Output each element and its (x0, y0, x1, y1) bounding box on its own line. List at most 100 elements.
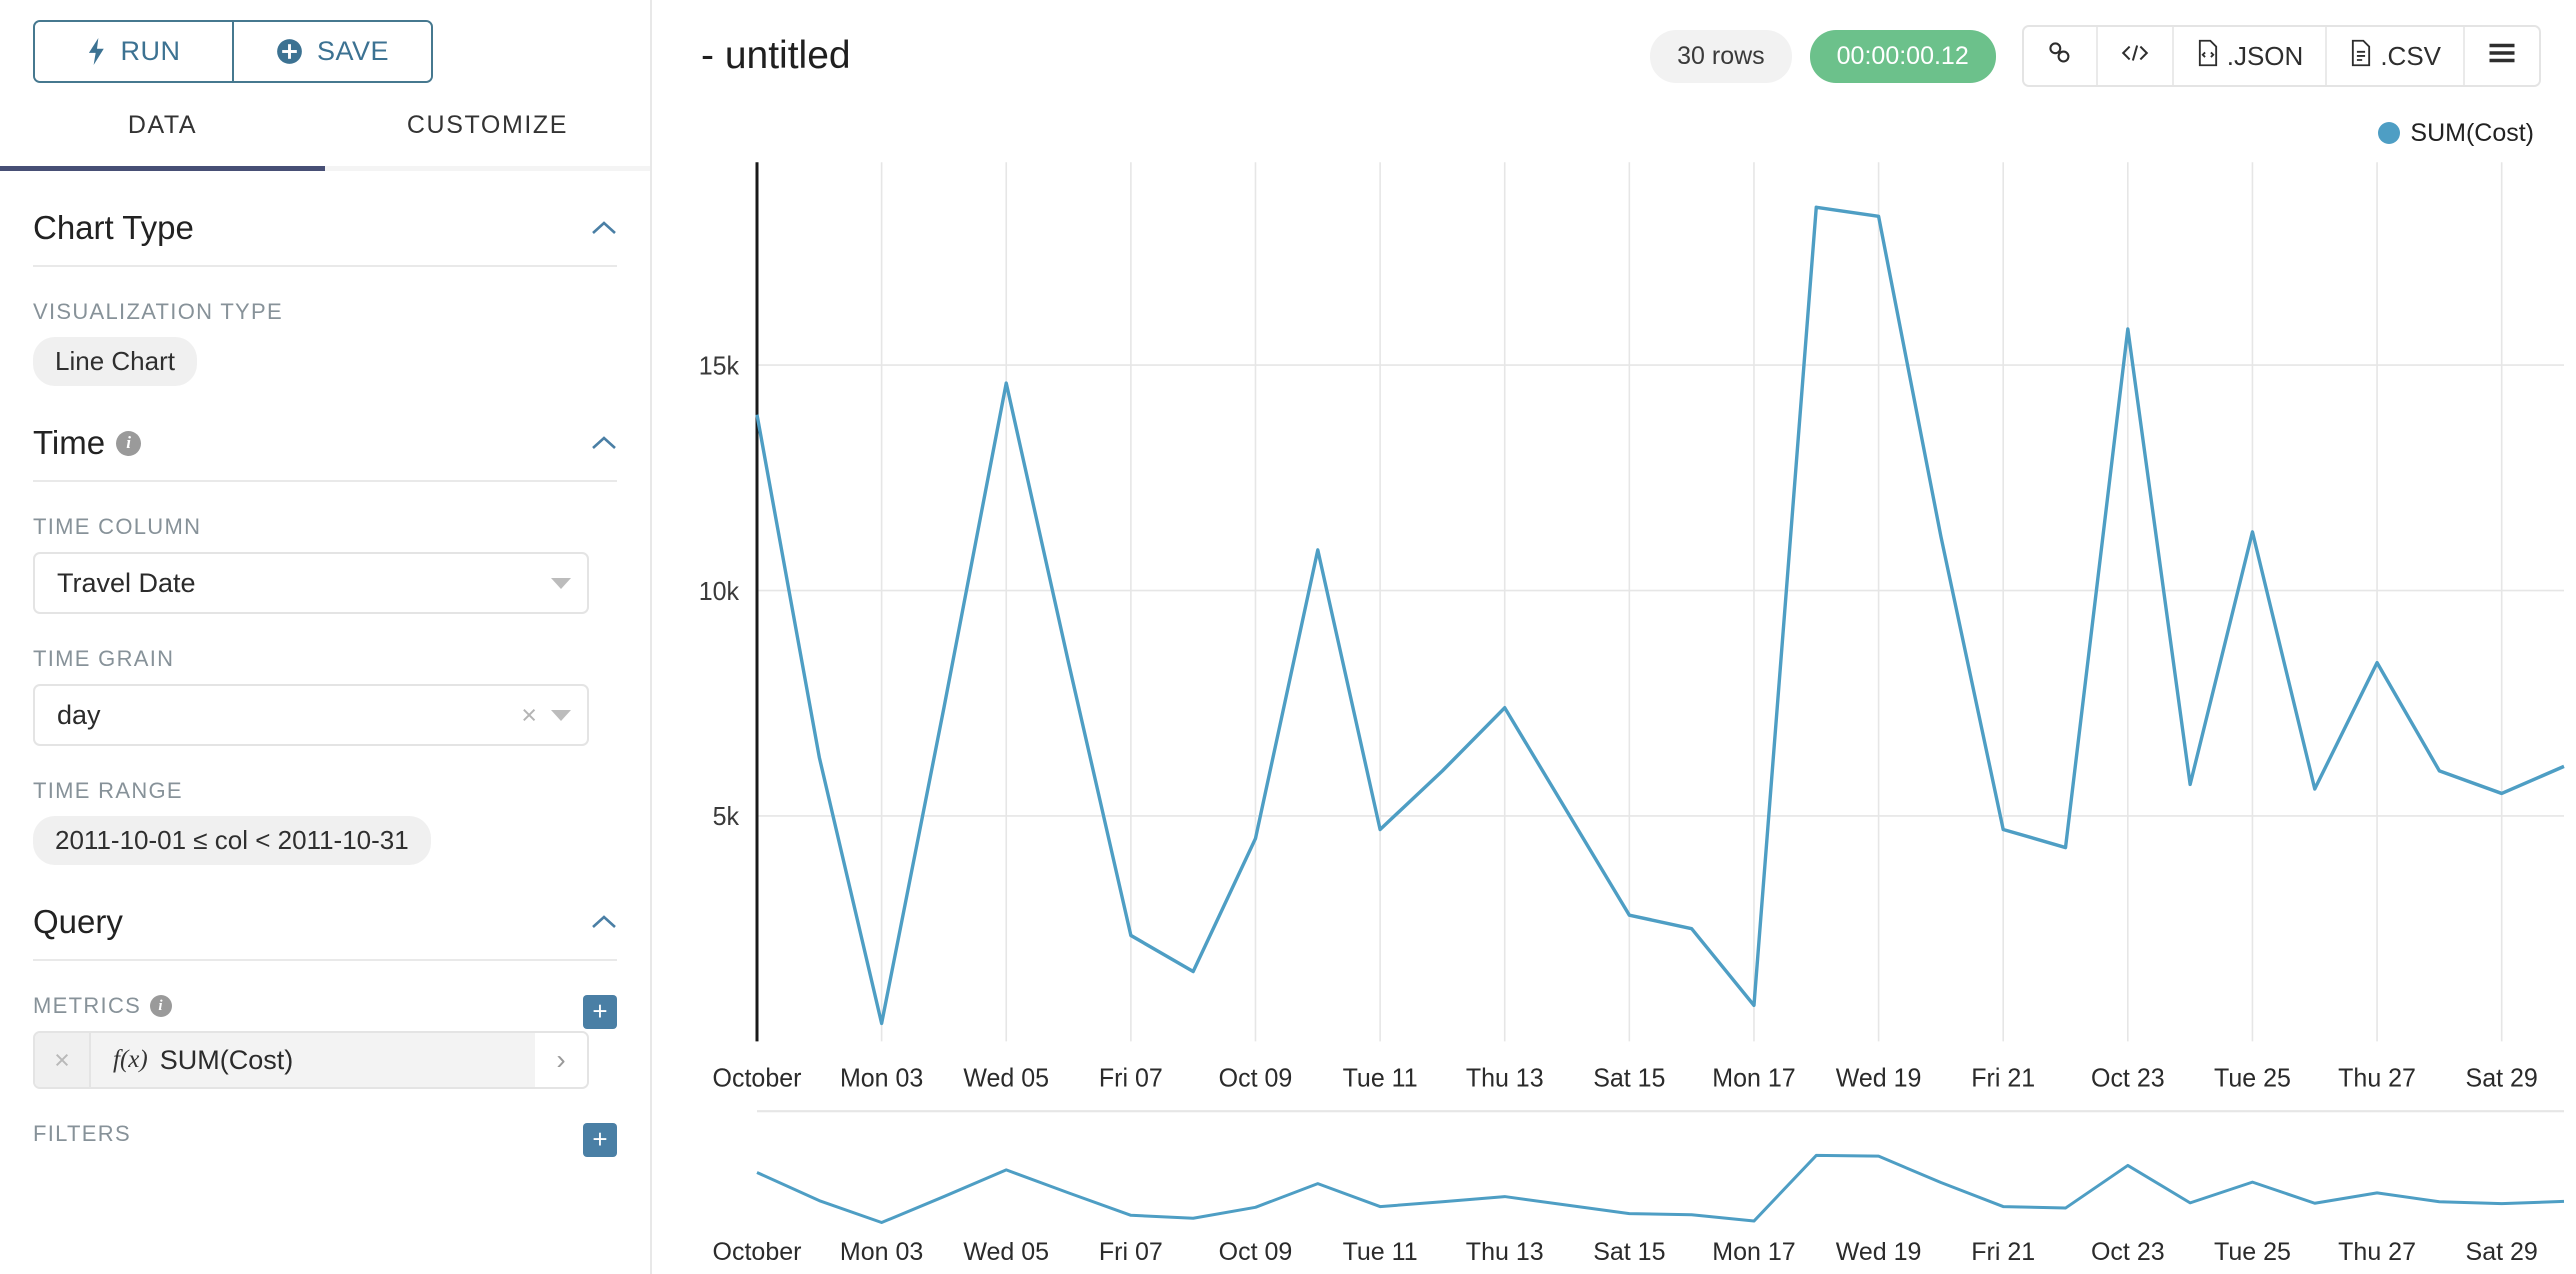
time-column-value: Travel Date (57, 567, 196, 598)
run-button[interactable]: RUN (35, 22, 232, 81)
legend-series-label: SUM(Cost) (2410, 118, 2534, 147)
tab-customize[interactable]: CUSTOMIZE (406, 111, 569, 139)
data-panel: Chart Type VISUALIZATION TYPE Line Chart… (0, 171, 650, 1274)
tabs-divider (0, 166, 650, 171)
svg-text:15k: 15k (699, 352, 740, 380)
svg-text:Thu 13: Thu 13 (1466, 1064, 1544, 1092)
visualization-type-label: VISUALIZATION TYPE (33, 299, 283, 324)
metrics-field: METRICS i + × f(x) SUM(Cost) › (33, 961, 617, 1089)
add-metric-button[interactable]: + (583, 995, 617, 1029)
chevron-down-icon (551, 577, 571, 589)
clear-time-grain-icon[interactable]: × (521, 699, 537, 730)
row-count-badge: 30 rows (1650, 29, 1792, 83)
chart-header: - untitled 30 rows 00:00:00.12 (652, 0, 2576, 112)
run-save-button-group: RUN SAVE (33, 20, 433, 83)
svg-text:Oct 09: Oct 09 (1219, 1238, 1293, 1266)
filters-label: FILTERS (33, 1121, 131, 1146)
info-icon[interactable]: i (150, 995, 173, 1017)
link-icon (2046, 39, 2074, 74)
svg-text:Tue 11: Tue 11 (1343, 1238, 1418, 1266)
visualization-type-value[interactable]: Line Chart (33, 337, 197, 386)
svg-text:Wed 05: Wed 05 (963, 1238, 1049, 1266)
legend-color-swatch (2378, 122, 2401, 144)
time-range-value[interactable]: 2011-10-01 ≤ col < 2011-10-31 (33, 816, 431, 865)
chevron-right-icon[interactable]: › (535, 1033, 587, 1087)
page-title[interactable]: - untitled (701, 34, 851, 77)
tab-active-indicator (0, 166, 325, 171)
view-query-button[interactable] (2095, 27, 2172, 85)
svg-text:Fri 21: Fri 21 (1971, 1238, 2035, 1266)
svg-text:Wed 19: Wed 19 (1836, 1064, 1922, 1092)
function-icon: f(x) (113, 1046, 148, 1073)
chevron-up-icon[interactable] (591, 435, 617, 451)
section-time-header[interactable]: Time i (33, 386, 617, 482)
svg-text:Fri 07: Fri 07 (1099, 1064, 1163, 1092)
time-grain-select[interactable]: day × (33, 684, 589, 746)
svg-text:Sat 29: Sat 29 (2466, 1064, 2538, 1092)
svg-text:Mon 17: Mon 17 (1712, 1064, 1795, 1092)
save-button[interactable]: SAVE (232, 22, 431, 81)
section-chart-type-title: Chart Type (33, 209, 194, 246)
time-column-select[interactable]: Travel Date (33, 552, 589, 614)
metrics-label-group: METRICS i (33, 993, 173, 1019)
svg-text:Tue 25: Tue 25 (2214, 1238, 2291, 1266)
metric-item[interactable]: × f(x) SUM(Cost) › (33, 1031, 589, 1089)
lightning-bolt-icon (87, 38, 107, 65)
control-sidebar: RUN SAVE DATA CUSTOMIZE Chart Type (0, 0, 652, 1274)
svg-text:Tue 11: Tue 11 (1343, 1064, 1418, 1092)
section-query-title: Query (33, 903, 123, 940)
svg-text:10k: 10k (699, 577, 740, 605)
run-button-label: RUN (120, 36, 181, 66)
svg-text:Oct 23: Oct 23 (2091, 1064, 2165, 1092)
json-file-icon (2196, 39, 2220, 74)
time-grain-value: day (57, 699, 101, 730)
svg-text:Fri 21: Fri 21 (1971, 1064, 2035, 1092)
section-time-title: Time (33, 424, 106, 461)
chart-actions-group: .JSON .CSV (2021, 25, 2541, 87)
visualization-type-field: VISUALIZATION TYPE Line Chart (33, 267, 617, 386)
svg-text:Oct 09: Oct 09 (1219, 1064, 1293, 1092)
time-grain-field: TIME GRAIN day × (33, 614, 617, 746)
svg-text:Oct 23: Oct 23 (2091, 1238, 2165, 1266)
remove-metric-icon[interactable]: × (35, 1033, 91, 1087)
section-query-header[interactable]: Query (33, 865, 617, 961)
time-range-label: TIME RANGE (33, 778, 183, 803)
export-csv-button[interactable]: .CSV (2325, 27, 2463, 85)
section-chart-type-header[interactable]: Chart Type (33, 171, 617, 267)
main-chart[interactable]: 5k 10k 15k October Mon 03 Wed 05 Fri 07 Oct 09 T… (652, 154, 2576, 1144)
svg-text:5k: 5k (713, 803, 740, 831)
add-filter-button[interactable]: + (583, 1123, 617, 1157)
svg-text:Fri 07: Fri 07 (1099, 1238, 1163, 1266)
tab-data[interactable]: DATA (127, 111, 198, 139)
export-json-label: .JSON (2226, 40, 2304, 71)
svg-text:Sat 15: Sat 15 (1593, 1064, 1665, 1092)
info-icon[interactable]: i (116, 430, 142, 456)
chart-overview-brush[interactable]: October Mon 03 Wed 05 Fri 07 Oct 09 Tue 11 Thu… (652, 1144, 2576, 1274)
chevron-down-icon (551, 709, 571, 721)
time-range-field: TIME RANGE 2011-10-01 ≤ col < 2011-10-31 (33, 746, 617, 865)
menu-icon (2487, 41, 2517, 72)
time-grain-label: TIME GRAIN (33, 646, 175, 671)
export-csv-label: .CSV (2380, 40, 2441, 71)
more-options-button[interactable] (2463, 27, 2539, 85)
time-column-label: TIME COLUMN (33, 514, 202, 539)
copy-link-button[interactable] (2023, 27, 2096, 85)
svg-text:Wed 05: Wed 05 (963, 1064, 1049, 1092)
chevron-up-icon[interactable] (591, 914, 617, 930)
svg-text:Sat 15: Sat 15 (1593, 1238, 1665, 1266)
export-json-button[interactable]: .JSON (2171, 27, 2326, 85)
filters-field: FILTERS + (33, 1089, 617, 1159)
svg-text:Thu 27: Thu 27 (2338, 1064, 2416, 1092)
svg-text:Thu 13: Thu 13 (1466, 1238, 1544, 1266)
query-duration-badge: 00:00:00.12 (1809, 29, 1996, 83)
chevron-up-icon[interactable] (591, 220, 617, 236)
section-query: Query METRICS i + × (0, 865, 650, 1159)
section-time: Time i TIME COLUMN Travel Date TIME G (0, 386, 650, 865)
svg-text:October: October (713, 1238, 802, 1266)
csv-file-icon (2349, 39, 2373, 74)
svg-text:October: October (713, 1064, 802, 1092)
svg-text:Wed 19: Wed 19 (1836, 1238, 1922, 1266)
section-chart-type: Chart Type VISUALIZATION TYPE Line Chart (0, 171, 650, 386)
chart-legend: SUM(Cost) (652, 112, 2576, 154)
